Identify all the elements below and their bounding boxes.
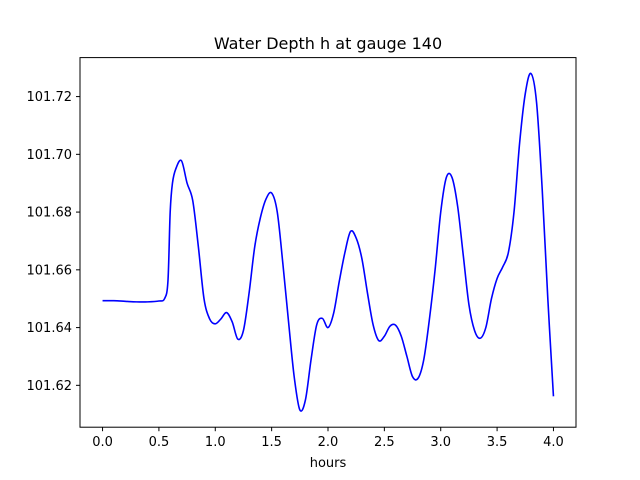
y-tick-label: 101.72 [27, 90, 73, 105]
y-axis: 101.62 101.64 101.66 101.68 101.70 101.72 [27, 90, 80, 394]
x-tick-label: 4.0 [543, 435, 564, 450]
x-tick-label: 3.5 [487, 435, 508, 450]
plot-frame [79, 57, 577, 428]
x-tick-label: 2.5 [374, 435, 395, 450]
x-tick-label: 3.0 [430, 435, 451, 450]
y-tick-label: 101.68 [27, 206, 73, 221]
plot-area [102, 72, 555, 412]
x-axis: 0.0 0.5 1.0 1.5 2.0 2.5 3.0 3.5 4.0 [92, 427, 564, 450]
x-axis-label: hours [310, 456, 347, 471]
y-tick-label: 101.66 [27, 263, 73, 278]
x-tick-label: 0.5 [149, 435, 170, 450]
y-tick-label: 101.64 [27, 321, 73, 336]
x-tick-label: 1.5 [261, 435, 282, 450]
y-tick-label: 101.62 [27, 379, 73, 394]
series-line-0 [102, 72, 555, 412]
x-tick-label: 1.0 [205, 435, 226, 450]
x-tick-label: 2.0 [318, 435, 339, 450]
y-tick-label: 101.70 [27, 148, 73, 163]
chart-title: Water Depth h at gauge 140 [214, 34, 442, 53]
x-tick-label: 0.0 [92, 435, 113, 450]
